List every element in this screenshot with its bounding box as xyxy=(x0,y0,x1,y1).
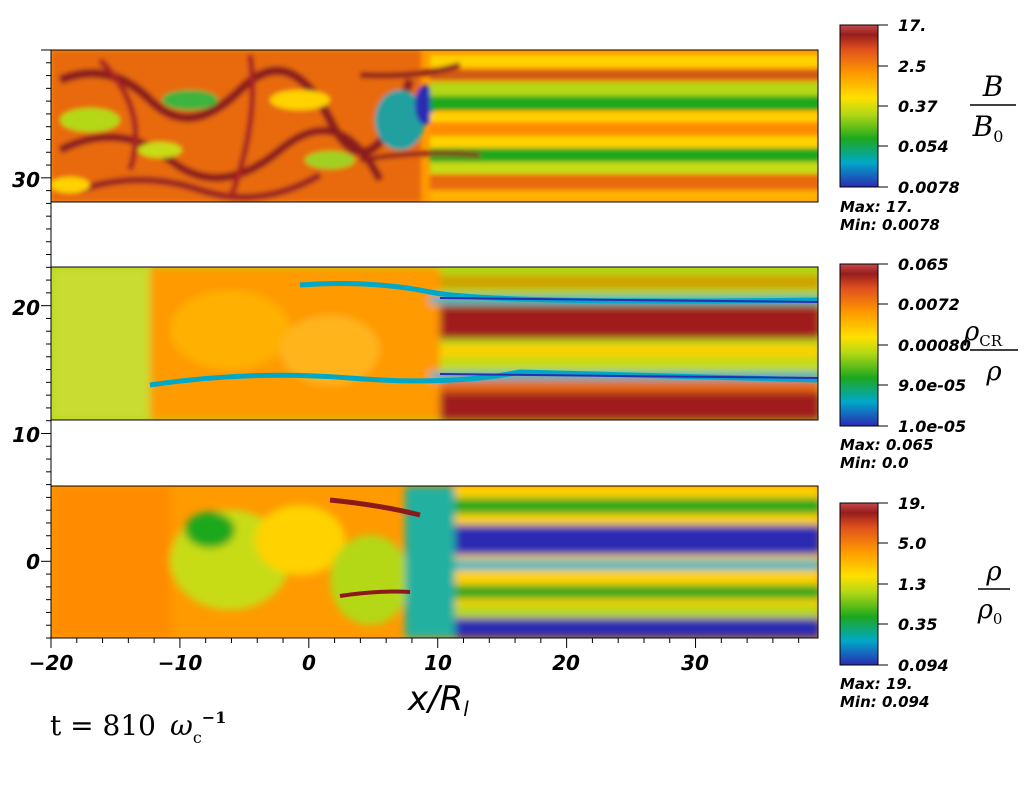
x-axis-label: x/Rl xyxy=(407,679,469,721)
y-tick-label: 10 xyxy=(12,423,40,447)
colorbar-tick-label: 0.065 xyxy=(898,255,949,274)
colorbar-ticks xyxy=(878,263,888,427)
svg-text:ρ: ρ xyxy=(985,357,1002,387)
colorbar-cosmic-ray-density: 0.065 0.0072 0.00080 9.0e-05 1.0e-05 Max… xyxy=(839,255,971,472)
colorbar-tick-label: 0.0072 xyxy=(898,295,960,314)
colorbar-tick-label: 9.0e-05 xyxy=(898,376,966,395)
colorbar-tick-label: 0.00080 xyxy=(898,336,971,355)
y-tick-label: 0 xyxy=(26,550,40,574)
colorbar-b-field: 17. 2.5 0.37 0.054 0.0078 Max: 17. Min: … xyxy=(839,16,960,234)
quantity-label-cosmic-ray-density: ρCR ρ xyxy=(963,317,1018,387)
svg-text:x/Rl: x/Rl xyxy=(407,679,469,721)
colorbar-tick-label: 0.054 xyxy=(898,137,949,156)
colorbar-ticks xyxy=(878,24,888,188)
svg-text:ρCR: ρCR xyxy=(963,317,1003,350)
colorbar-gradient xyxy=(839,24,879,188)
quantity-label-b-field: B B0 xyxy=(970,70,1016,146)
colorbar-tick-label: 1.0e-05 xyxy=(898,417,966,436)
svg-text:ρ: ρ xyxy=(985,557,1002,587)
svg-text:ρ0: ρ0 xyxy=(977,595,1003,628)
max-label: Max: 19. xyxy=(840,675,913,693)
y-tick-label: 30 xyxy=(12,168,40,192)
axes xyxy=(41,49,818,648)
time-label: t = 810 ωc−1 xyxy=(50,708,226,747)
colorbar-ticks xyxy=(878,502,888,666)
x-tick-label: −20 xyxy=(29,651,74,675)
x-tick-label: −10 xyxy=(158,651,203,675)
x-tick-label: 20 xyxy=(552,651,580,675)
svg-text:B0: B0 xyxy=(972,110,1004,146)
y-tick-label: 20 xyxy=(12,296,40,320)
max-label: Max: 0.065 xyxy=(840,436,933,454)
max-label: Max: 17. xyxy=(840,198,913,216)
heatmap-panel-gas-density xyxy=(51,486,818,638)
colorbar-tick-label: 0.0078 xyxy=(898,178,960,197)
colorbar-gradient xyxy=(839,263,879,427)
min-label: Min: 0.094 xyxy=(840,693,929,711)
colorbar-tick-label: 0.094 xyxy=(898,656,949,675)
heatmap-panel-b-field xyxy=(51,50,818,202)
quantity-label-gas-density: ρ ρ0 xyxy=(977,557,1010,628)
colorbar-gas-density: 19. 5.0 1.3 0.35 0.094 Max: 19. Min: 0.0… xyxy=(839,494,949,711)
min-label: Min: 0.0 xyxy=(840,454,909,472)
colorbar-tick-label: 1.3 xyxy=(898,575,926,594)
x-tick-label: 0 xyxy=(302,651,316,675)
x-tick-label: 10 xyxy=(424,651,452,675)
colorbar-tick-label: 5.0 xyxy=(898,534,926,553)
svg-text:B: B xyxy=(982,70,1004,103)
colorbar-tick-label: 0.37 xyxy=(898,97,938,116)
x-tick-label: 30 xyxy=(681,651,709,675)
min-label: Min: 0.0078 xyxy=(840,216,940,234)
colorbar-tick-label: 0.35 xyxy=(898,615,937,634)
x-tick-labels: −20 −10 0 10 20 30 xyxy=(29,651,709,675)
y-tick-labels: 0 10 20 30 xyxy=(12,168,40,574)
colorbar-tick-label: 2.5 xyxy=(898,57,926,76)
colorbar-tick-label: 19. xyxy=(898,494,926,513)
colorbar-gradient xyxy=(839,502,879,666)
heatmap-panel-cosmic-ray-density xyxy=(51,267,818,420)
colorbar-tick-label: 17. xyxy=(898,16,926,35)
